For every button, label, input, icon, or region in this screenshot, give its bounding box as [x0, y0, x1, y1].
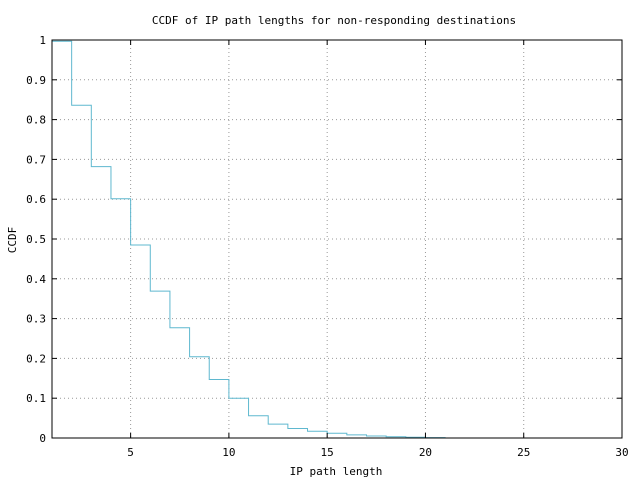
- y-tick-label: 0.2: [26, 352, 46, 365]
- y-tick-label: 0: [39, 432, 46, 445]
- y-axis-ticks: 0 0.1 0.2 0.3 0.4 0.5 0.6 0.7 0.8 0.9 1: [26, 34, 622, 445]
- y-tick-label: 1: [39, 34, 46, 47]
- x-tick-label: 15: [321, 446, 334, 459]
- x-axis-ticks: 5 10 15 20 25 30: [127, 40, 629, 459]
- x-tick-label: 20: [419, 446, 432, 459]
- y-tick-label: 0.8: [26, 114, 46, 127]
- x-tick-label: 25: [517, 446, 530, 459]
- x-tick-label: 10: [222, 446, 235, 459]
- x-tick-label: 5: [127, 446, 134, 459]
- y-tick-label: 0.6: [26, 193, 46, 206]
- y-tick-label: 0.5: [26, 233, 46, 246]
- ccdf-step-line: [52, 40, 465, 439]
- series-line: [52, 40, 465, 439]
- grid-lines: [52, 40, 622, 438]
- y-tick-label: 0.7: [26, 153, 46, 166]
- x-tick-label: 30: [615, 446, 628, 459]
- y-tick-label: 0.3: [26, 313, 46, 326]
- y-axis-label: CCDF: [6, 227, 19, 254]
- x-axis-label: IP path length: [290, 465, 383, 478]
- y-tick-label: 0.1: [26, 392, 46, 405]
- y-tick-label: 0.4: [26, 273, 46, 286]
- chart-title: CCDF of IP path lengths for non-respondi…: [152, 14, 516, 27]
- y-tick-label: 0.9: [26, 74, 46, 87]
